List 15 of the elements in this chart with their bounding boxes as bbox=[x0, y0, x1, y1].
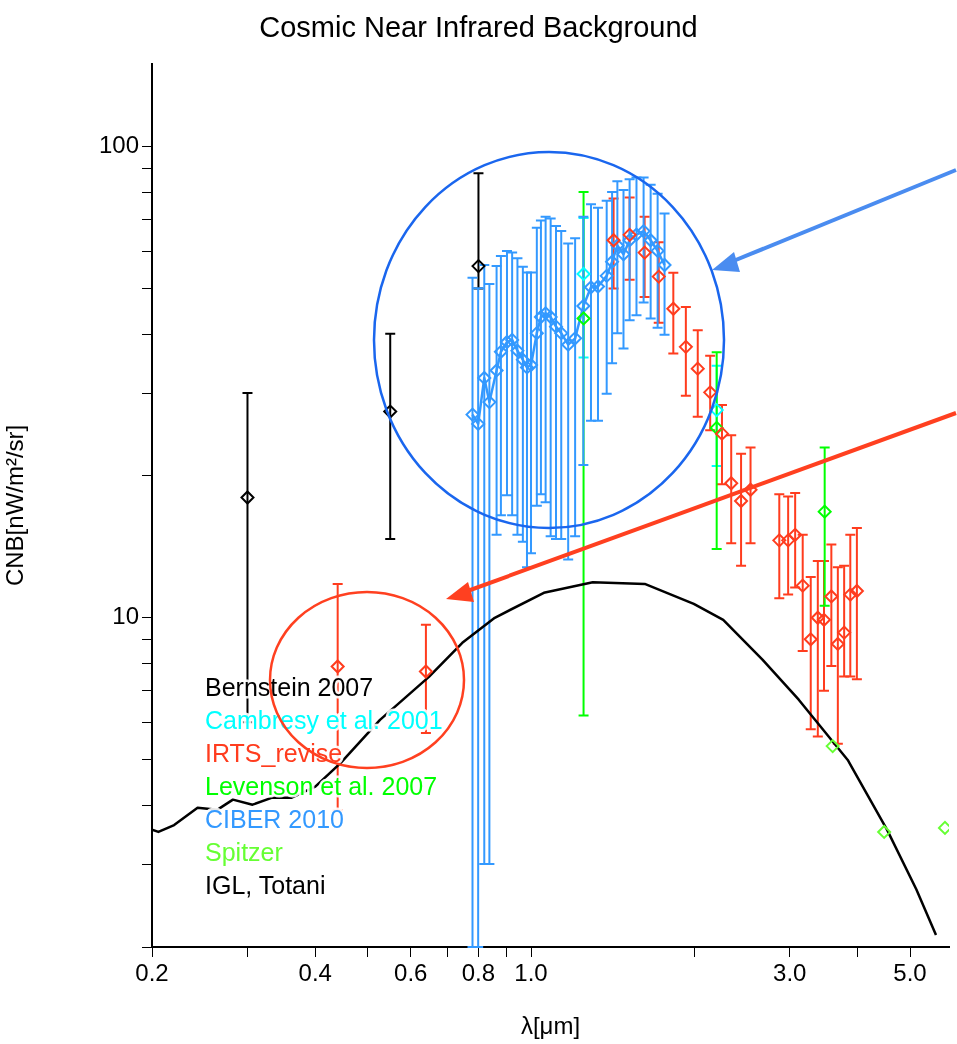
text: Spitzer bbox=[205, 837, 283, 866]
text: CIBER 2010 bbox=[205, 804, 344, 833]
x-tick-label: 5.0 bbox=[893, 959, 927, 987]
chart-title: Cosmic Near Infrared Background bbox=[259, 11, 698, 44]
y-tick-label: 10 bbox=[112, 602, 139, 630]
text: IGL, Totani bbox=[205, 870, 326, 899]
x-tick-label: 1.0 bbox=[514, 959, 548, 987]
y-tick-label: 100 bbox=[98, 131, 139, 159]
y-axis-title: CNB[nW/m²/sr] bbox=[1, 424, 29, 587]
x-tick-label: 0.4 bbox=[298, 959, 332, 987]
x-tick-label: 0.8 bbox=[461, 959, 496, 987]
x-tick-label: 3.0 bbox=[773, 959, 807, 987]
x-tick-label: 0.6 bbox=[394, 959, 428, 987]
x-axis-title: λ[μm] bbox=[520, 1012, 581, 1040]
x-tick-label: 0.2 bbox=[135, 959, 169, 987]
